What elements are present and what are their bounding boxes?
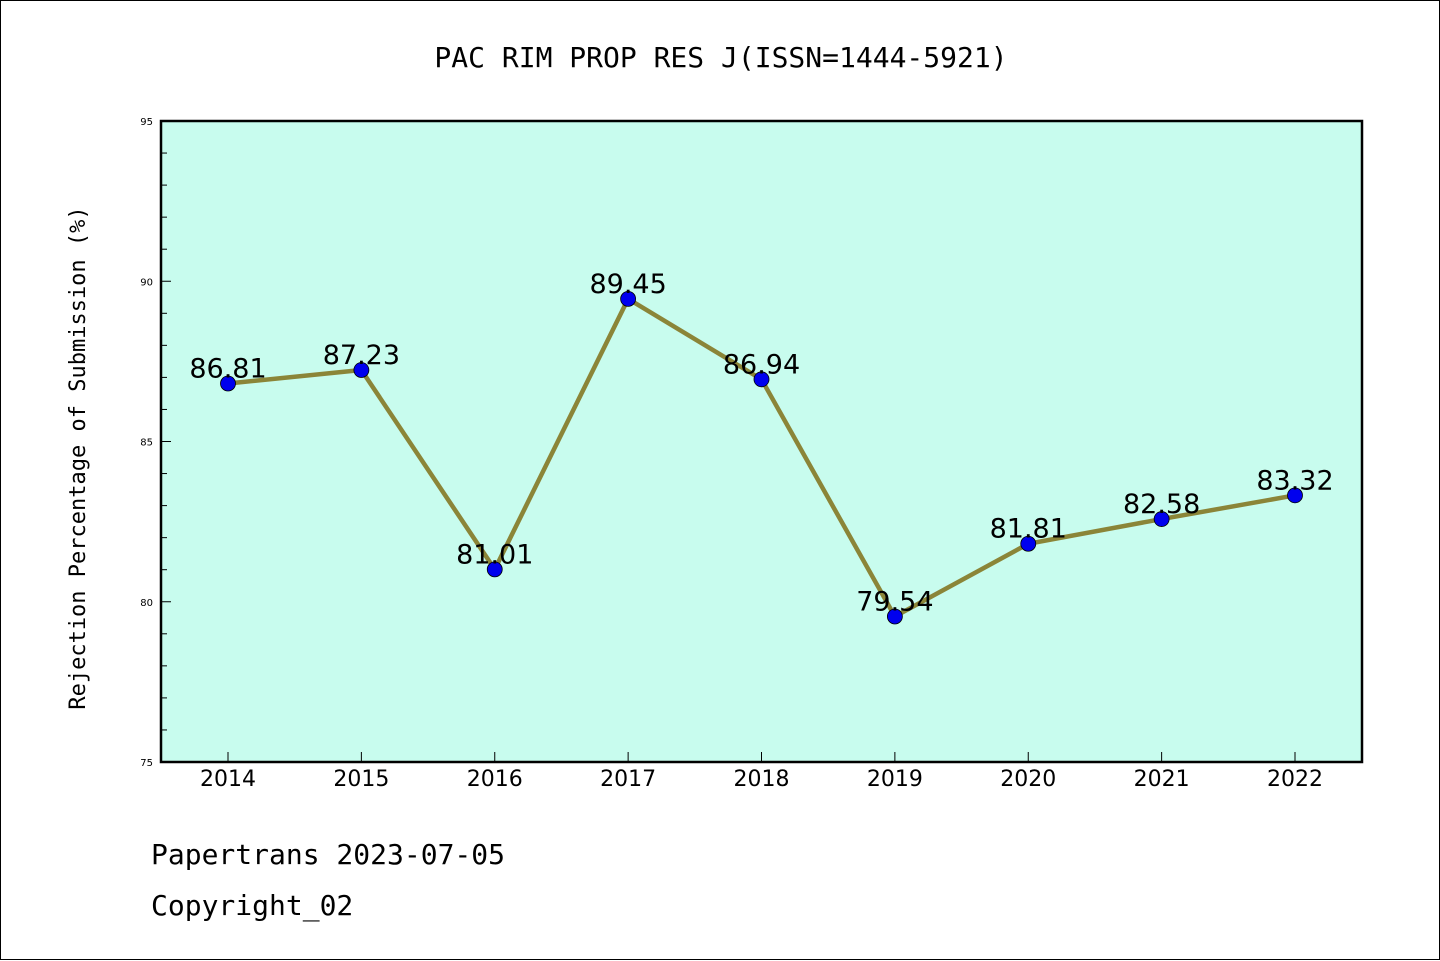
x-tick-label: 2021 (1134, 767, 1190, 792)
x-tick-label: 2017 (600, 767, 656, 792)
data-label: 82.58 (1123, 489, 1200, 520)
y-tick-label: 75 (140, 758, 153, 769)
footer-date: Papertrans 2023-07-05 (151, 838, 505, 871)
data-point (620, 290, 637, 307)
data-label: 89.45 (589, 269, 666, 300)
data-label: 81.81 (990, 514, 1067, 545)
data-label: 79.54 (856, 586, 933, 617)
data-point (353, 362, 370, 378)
data-point (886, 608, 903, 625)
y-tick-label: 95 (140, 117, 153, 128)
data-label: 81.01 (456, 539, 533, 570)
plot-area (159, 119, 1364, 764)
data-label: 86.94 (723, 349, 800, 380)
y-tick-label: 90 (140, 277, 153, 288)
x-tick-label: 2014 (200, 767, 256, 792)
x-tick-label: 2015 (333, 767, 389, 792)
y-tick-label: 85 (140, 438, 153, 449)
data-point (486, 561, 503, 578)
x-tick-label: 2018 (734, 767, 790, 792)
y-axis-label: Rejection Percentage of Submission (%) (66, 206, 91, 709)
y-tick-label: 80 (140, 598, 153, 609)
x-tick-label: 2019 (867, 767, 923, 792)
data-point (220, 375, 236, 392)
series-rejection: 86.81 87.23 81.01 89.45 86.94 79.54 81.81 82.58… (189, 269, 1334, 625)
x-tick-label: 2020 (1000, 767, 1056, 792)
data-point (1153, 511, 1170, 527)
data-point (753, 371, 770, 388)
chart-title: PAC RIM PROP RES J(ISSN=1444-5921) (434, 41, 1007, 74)
x-axis: 2014 2015 2016 2017 2018 2019 2020 2021 2022 (200, 752, 1323, 792)
data-point (1287, 487, 1303, 504)
footer-copyright: Copyright_02 (151, 889, 353, 923)
data-point (1020, 535, 1037, 552)
data-label: 83.32 (1256, 465, 1333, 496)
data-label: 86.81 (189, 353, 266, 384)
x-tick-label: 2022 (1267, 767, 1323, 792)
data-label: 87.23 (323, 340, 400, 371)
y-axis: 75 80 85 90 95 (140, 117, 171, 769)
x-tick-label: 2016 (467, 767, 523, 792)
